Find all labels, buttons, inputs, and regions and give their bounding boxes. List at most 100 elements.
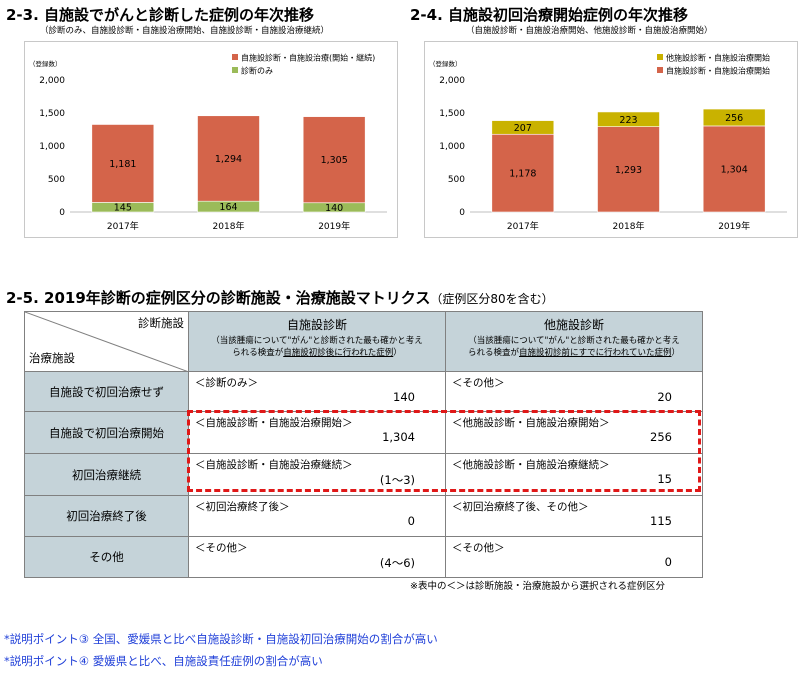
legend-swatch [657,67,663,73]
chart1-svg: （登録数） 0 500 1,000 1,500 2,000 自施設診断・自施設治療(開始・継… [29,53,387,232]
cell-value: 20 [657,390,672,404]
col-header-own-diagnosis: 自施設診断 （当該腫瘍について"がん"と診断された最も確かと考え られる検査が自… [188,311,446,372]
matrix-cell: ＜その他＞ (4～6) [188,536,446,578]
cell-value: 0 [407,514,415,528]
legend-swatch [232,67,238,73]
corner-diagonal [25,312,189,372]
cell-value: 1,304 [382,430,415,444]
y-tick-label: 1,000 [439,142,465,152]
data-label: 207 [514,123,532,134]
col2-note-pre: られる検査が [467,348,519,358]
y-tick-label: 500 [448,175,465,185]
cell-label: ＜他施設診断・自施設治療継続＞ [452,459,610,471]
matrix-corner-cell: 診断施設 治療施設 [24,311,189,372]
cell-value: 15 [657,472,672,486]
matrix-cell: ＜初回治療終了後、その他＞ 115 [445,495,703,537]
cell-value: 0 [664,555,672,569]
matrix-row: 自施設で初回治療せず ＜診断のみ＞ 140 ＜その他＞ 20 [24,371,703,412]
data-label: 164 [219,202,237,213]
x-tick-label: 2018年 [613,220,645,232]
matrix-footnote: ※表中の＜＞は診断施設・治療施設から選択される症例区分 [410,581,665,592]
legend-label: 診断のみ [241,66,273,76]
x-tick-label: 2019年 [318,220,350,232]
y-axis-label: （登録数） [29,59,62,68]
y-axis-label: （登録数） [429,59,462,68]
x-tick-label: 2018年 [213,220,245,232]
row-head: 初回治療終了後 [24,495,189,537]
matrix-cell: ＜自施設診断・自施設治療開始＞ 1,304 [188,411,446,454]
y-tick-label: 0 [459,208,465,218]
bar-segment [91,124,155,203]
matrix-title-text: 2-5. 2019年診断の症例区分の診断施設・治療施設マトリクス [6,289,431,307]
matrix-header-row: 診断施設 治療施設 自施設診断 （当該腫瘍について"がん"と診断された最も確かと… [24,311,703,372]
matrix-cell: ＜その他＞ 20 [445,371,703,412]
legend-label: 自施設診断・自施設治療開始 [666,66,770,76]
legend-label: 他施設診断・自施設治療開始 [666,53,770,63]
chart1-title: 2-3. 自施設でがんと診断した症例の年次推移 [6,6,315,24]
matrix-cell: ＜初回治療終了後＞ 0 [188,495,446,537]
cell-label: ＜初回治療終了後＞ [195,501,290,513]
explanation-point-4: *説明ポイント④ 愛媛県と比べ、自施設責任症例の割合が高い [4,654,323,668]
y-tick-label: 500 [48,175,65,185]
data-label: 1,305 [321,155,348,166]
x-tick-label: 2017年 [507,220,539,232]
matrix-cell: ＜自施設診断・自施設治療継続＞ (1～3) [188,453,446,496]
col1-title: 自施設診断 [286,318,347,332]
chart2-svg: （登録数） 0 500 1,000 1,500 2,000 他施設診断・自施設治療開始自施設… [429,53,787,232]
data-label: 223 [619,115,637,126]
bar-segment [597,111,660,127]
row-head: その他 [24,536,189,578]
col2-note-underlined: 自施設初診前にすでに行われていた症例 [519,348,672,358]
matrix-row: 自施設で初回治療開始 ＜自施設診断・自施設治療開始＞ 1,304 ＜他施設診断・自… [24,411,703,454]
cell-label: ＜その他＞ [452,377,505,389]
row-head: 初回治療継続 [24,453,189,496]
cell-label: ＜その他＞ [452,542,505,554]
cell-label: ＜他施設診断・自施設治療開始＞ [452,417,610,429]
data-label: 1,181 [109,159,136,170]
cell-label: ＜自施設診断・自施設治療開始＞ [195,417,353,429]
matrix-row: 初回治療継続 ＜自施設診断・自施設治療継続＞ (1～3) ＜他施設診断・自施設治療… [24,453,703,496]
data-label: 1,294 [215,154,242,165]
data-label: 1,178 [509,169,536,180]
matrix-title-note: （症例区分80を含む） [430,292,554,306]
bar-segment [491,120,555,135]
legend-swatch [657,54,663,60]
matrix-row: その他 ＜その他＞ (4～6) ＜その他＞ 0 [24,536,703,578]
cell-label: ＜診断のみ＞ [195,377,258,389]
bar-segment [197,115,260,202]
chart2-subtitle: （自施設診断・自施設治療開始、他施設診断・自施設治療開始） [466,26,713,36]
data-label: 140 [325,203,343,214]
y-tick-label: 1,000 [39,142,65,152]
matrix-cell: ＜その他＞ 0 [445,536,703,578]
data-label: 256 [725,113,743,124]
chart2-title: 2-4. 自施設初回治療開始症例の年次推移 [410,6,689,24]
chart1-subtitle: （診断のみ、自施設診断・自施設治療開始、自施設診断・自施設治療継続） [40,26,330,36]
legend-label: 自施設診断・自施設治療(開始・継続) [241,53,375,63]
matrix-cell: ＜診断のみ＞ 140 [188,371,446,412]
data-label: 145 [114,203,132,214]
row-head: 自施設で初回治療せず [24,371,189,412]
matrix-row: 初回治療終了後 ＜初回治療終了後＞ 0 ＜初回治療終了後、その他＞ 115 [24,495,703,537]
bar-segment [597,126,660,213]
col1-note-post: ） [393,348,402,358]
cell-label: ＜その他＞ [195,542,248,554]
chart2-panel: （登録数） 0 500 1,000 1,500 2,000 他施設診断・自施設治療開始 自施設… [424,41,798,238]
cell-value: 115 [650,514,672,528]
x-tick-label: 2017年 [107,220,139,232]
matrix-cell: ＜他施設診断・自施設治療開始＞ 256 [445,411,703,454]
corner-bottom-label: 治療施設 [29,351,75,365]
col2-note-line1: （当該腫瘍について"がん"と診断された最も確かと考え [468,336,680,346]
data-label: 1,293 [615,165,642,176]
y-tick-label: 2,000 [39,76,65,86]
y-tick-label: 1,500 [39,109,65,119]
cell-value: (1～3) [379,473,415,487]
matrix-cell: ＜他施設診断・自施設治療継続＞ 15 [445,453,703,496]
cell-value: (4～6) [379,556,415,570]
bar-segment [702,108,766,127]
y-tick-label: 2,000 [439,76,465,86]
cell-value: 140 [393,390,415,404]
cell-label: ＜初回治療終了後、その他＞ [452,501,589,513]
bar-segment [302,116,366,204]
y-tick-label: 1,500 [439,109,465,119]
data-label: 1,304 [721,164,748,175]
